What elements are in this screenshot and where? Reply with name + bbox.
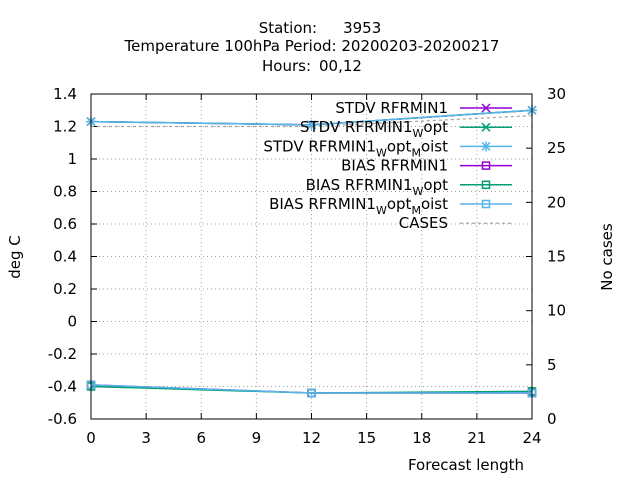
y-tick-label: 0.8 — [53, 183, 77, 201]
y2-tick-label: 10 — [547, 302, 566, 320]
legend-marker — [481, 141, 491, 152]
legend-marker — [481, 122, 491, 132]
series-line — [90, 384, 532, 394]
legend-marker — [481, 103, 491, 113]
series-6 — [91, 115, 533, 128]
chart-title-hours: Hours: 00,12 — [262, 57, 362, 75]
y-tick-label: 0.6 — [53, 215, 77, 233]
x-tick-label: 24 — [522, 429, 541, 447]
y-tick-label: 1.2 — [53, 118, 77, 136]
x-axis-label: Forecast length — [408, 456, 524, 474]
data-point — [306, 119, 317, 130]
y2-tick-label: 15 — [547, 248, 566, 266]
legend-marker — [481, 161, 491, 170]
y2-tick-label: 5 — [547, 356, 557, 374]
y-tick-label: -0.4 — [48, 378, 77, 396]
legend-marker — [481, 180, 491, 190]
chart-title-station: Station: 3953 — [259, 19, 382, 37]
x-tick-label: 12 — [302, 429, 321, 447]
y2-axis-label: No cases — [598, 223, 616, 291]
plot-frame — [90, 93, 533, 420]
x-tick-label: 9 — [252, 429, 262, 447]
y2-tick-label: 30 — [547, 85, 566, 103]
legend-label: STDV RFRMIN1WoptMoist — [263, 137, 448, 159]
y-tick-label: 1.4 — [53, 85, 77, 103]
legend-label: BIAS RFRMIN1WoptMoist — [269, 195, 448, 217]
y2-tick-label: 0 — [547, 410, 557, 428]
x-tick-label: 6 — [196, 429, 206, 447]
y-tick-label: 1 — [67, 150, 77, 168]
y-tick-label: -0.6 — [48, 410, 77, 428]
legend-label: BIAS RFRMIN1Wopt — [306, 176, 448, 198]
legend-label: STDV RFRMIN1 — [335, 99, 448, 117]
data-point — [307, 388, 316, 398]
axis-ticks: 0 3 6 9 12 15 18 21 24-0.6-0.4-0.200.20.40.60.81… — [48, 85, 566, 447]
x-tick-label: 0 — [86, 429, 96, 447]
y-axis-label: deg C — [6, 235, 24, 279]
y2-tick-label: 25 — [547, 139, 566, 157]
y2-tick-label: 20 — [547, 193, 566, 211]
x-tick-label: 3 — [141, 429, 151, 447]
x-tick-label: 15 — [357, 429, 376, 447]
y-tick-label: 0 — [67, 313, 77, 331]
data-series — [86, 105, 537, 398]
legend-label: BIAS RFRMIN1 — [341, 157, 448, 175]
legend-label: STDV RFRMIN1Wopt — [300, 118, 448, 140]
y-tick-label: 0.4 — [53, 248, 77, 266]
legend-marker — [481, 199, 491, 209]
series-line — [91, 115, 533, 128]
y-tick-label: 0.2 — [53, 280, 77, 298]
x-tick-label: 21 — [467, 429, 486, 447]
chart-title-variable-period: Temperature 100hPa Period: 20200203-2020… — [124, 37, 500, 55]
x-tick-label: 18 — [412, 429, 431, 447]
legend-label: CASES — [399, 214, 448, 232]
y-tick-label: -0.2 — [48, 345, 77, 363]
